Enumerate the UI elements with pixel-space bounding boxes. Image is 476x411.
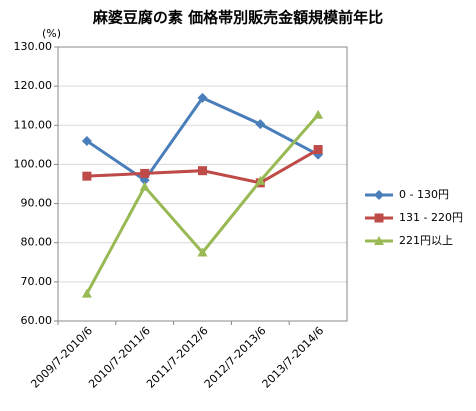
y-axis-label: (%) [42, 27, 61, 40]
legend-label: 221円以上 [399, 234, 453, 247]
point [197, 92, 208, 103]
x-tick-label: 2013/7-2014/6 [260, 324, 327, 391]
y-tick-label: 130.00 [14, 40, 53, 53]
chart-title: 麻婆豆腐の素 価格帯別販売金額規模前年比 [92, 9, 383, 27]
plot-border [57, 46, 348, 322]
legend-marker [374, 236, 384, 245]
y-tick-label: 70.00 [21, 275, 53, 288]
point [140, 168, 150, 178]
y-tick-label: 120.00 [14, 79, 53, 92]
point [198, 166, 207, 176]
point [81, 135, 92, 146]
point [313, 109, 324, 119]
x-tick-label: 2010/7-2011/6 [86, 324, 153, 391]
point [139, 181, 150, 191]
legend-marker [374, 213, 384, 223]
y-tick-label: 100.00 [14, 157, 53, 170]
legend-label: 131 - 220円 [399, 211, 463, 224]
legend-marker [374, 190, 384, 200]
series-line [85, 113, 320, 295]
x-tick-label: 2012/7-2013/6 [202, 324, 269, 391]
y-tick-label: 90.00 [21, 197, 53, 210]
y-tick-label: 80.00 [21, 236, 53, 249]
x-tick-label: 2009/7-2010/6 [28, 324, 95, 391]
point [197, 247, 208, 257]
x-tick-label: 2011/7-2012/6 [144, 324, 211, 391]
y-tick-label: 60.00 [21, 314, 53, 327]
point [255, 175, 266, 185]
point [81, 288, 92, 298]
legend-label: 0 - 130円 [399, 188, 449, 201]
point [255, 119, 266, 130]
point [82, 171, 92, 181]
point [313, 145, 323, 155]
y-tick-label: 110.00 [14, 118, 53, 131]
